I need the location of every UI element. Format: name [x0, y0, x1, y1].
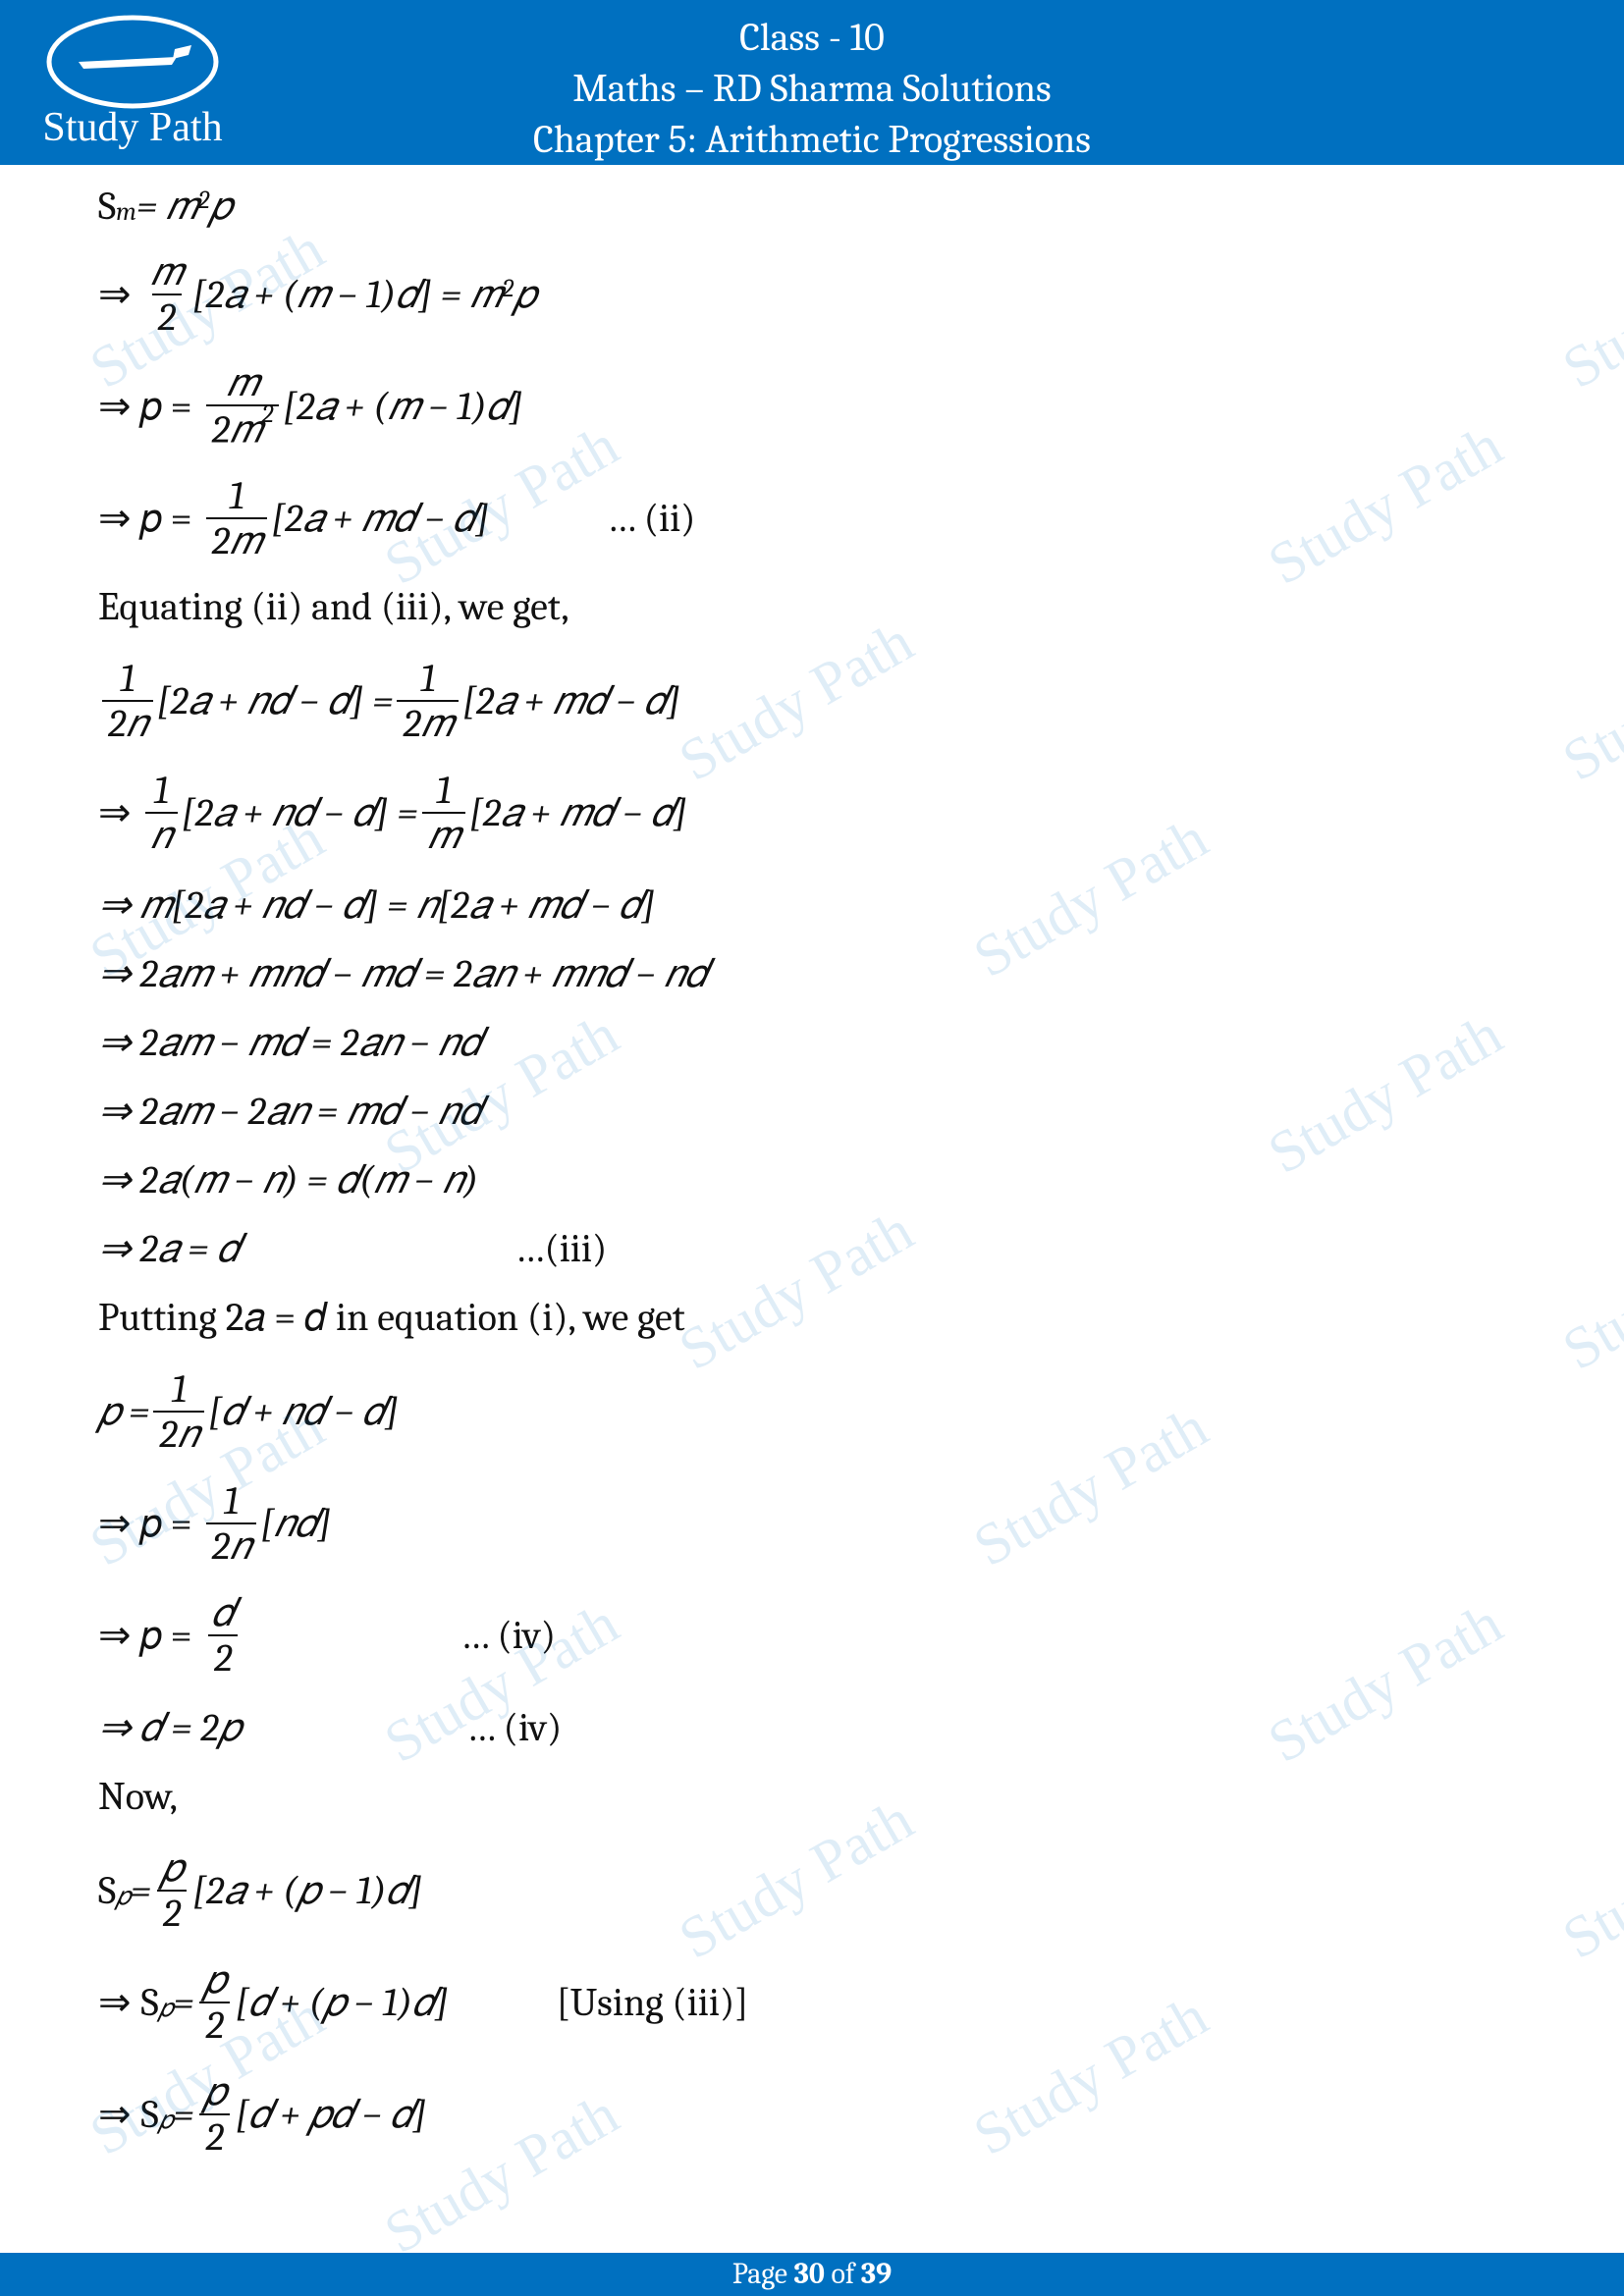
- hdr-line-1: Class - 10: [0, 12, 1624, 63]
- content-body: Sm = 𝑚2𝑝 ⇒ 𝑚2 [2𝑎 + (𝑚 − 1)𝑑] = 𝑚2𝑝 ⇒ 𝑝 …: [0, 165, 1624, 2162]
- eq-9: ⇒ 2𝑎𝑚 − 𝑚𝑑 = 2𝑎𝑛 − 𝑛𝑑: [98, 1015, 1526, 1070]
- hdr-line-3: Chapter 5: Arithmetic Progressions: [0, 114, 1624, 165]
- eq-7: ⇒ 𝑚[2𝑎 + 𝑛𝑑 − 𝑑] = 𝑛[2𝑎 + 𝑚𝑑 − 𝑑]: [98, 878, 1526, 933]
- eq-12: ⇒ 2𝑎 = 𝑑…(iii): [98, 1221, 1526, 1276]
- page-footer: Page 30 of 39: [0, 2253, 1624, 2296]
- eq-5: 12𝑛 [2𝑎 + 𝑛𝑑 − 𝑑] = 12𝑚 [2𝑎 + 𝑚𝑑 − 𝑑]: [98, 654, 1526, 748]
- eq-6: ⇒ 1𝑛 [2𝑎 + 𝑛𝑑 − 𝑑] = 1𝑚 [2𝑎 + 𝑚𝑑 − 𝑑]: [98, 766, 1526, 860]
- eq-14: ⇒ 𝑝 = 12𝑛 [𝑛𝑑]: [98, 1476, 1526, 1571]
- eq-15: ⇒ 𝑝 = 𝑑2 … (iv): [98, 1588, 1526, 1682]
- eq-11: ⇒ 2𝑎(𝑚 − 𝑛) = 𝑑(𝑚 − 𝑛): [98, 1152, 1526, 1207]
- hdr-line-2: Maths – RD Sharma Solutions: [0, 63, 1624, 114]
- eq-4: ⇒ 𝑝 = 12𝑚 [2𝑎 + 𝑚𝑑 − 𝑑] … (ii): [98, 471, 1526, 565]
- page-header: Study Path Class - 10 Maths – RD Sharma …: [0, 0, 1624, 165]
- text-3: Now,: [98, 1777, 1526, 1816]
- logo-text: Study Path: [42, 105, 222, 150]
- eq-13: 𝑝 = 12𝑛 [𝑑 + 𝑛𝑑 − 𝑑]: [98, 1364, 1526, 1459]
- eq-17: S𝑝 = 𝑝2 [2𝑎 + (𝑝 − 1)𝑑]: [98, 1843, 1526, 1938]
- eq-8: ⇒ 2𝑎𝑚 + 𝑚𝑛𝑑 − 𝑚𝑑 = 2𝑎𝑛 + 𝑚𝑛𝑑 − 𝑛𝑑: [98, 946, 1526, 1001]
- eq-3: ⇒ 𝑝 = 𝑚2𝑚2 [2𝑎 + (𝑚 − 1)𝑑]: [98, 359, 1526, 454]
- eq-10: ⇒ 2𝑎𝑚 − 2𝑎𝑛 = 𝑚𝑑 − 𝑛𝑑: [98, 1084, 1526, 1139]
- logo: Study Path: [29, 8, 236, 155]
- text-2: Putting 2𝑎 = 𝑑 in equation (i), we get: [98, 1298, 1526, 1337]
- eq-19: ⇒ S𝑝 = 𝑝2 [𝑑 + 𝑝𝑑 − 𝑑]: [98, 2067, 1526, 2162]
- eq-1: Sm = 𝑚2𝑝: [98, 179, 1526, 234]
- eq-2: ⇒ 𝑚2 [2𝑎 + (𝑚 − 1)𝑑] = 𝑚2𝑝: [98, 247, 1526, 342]
- eq-16: ⇒ 𝑑 = 2𝑝… (iv): [98, 1700, 1526, 1755]
- text-1: Equating (ii) and (iii), we get,: [98, 587, 1526, 626]
- eq-18: ⇒ S𝑝 = 𝑝2 [𝑑 + (𝑝 − 1)𝑑] [Using (iii)]: [98, 1955, 1526, 2050]
